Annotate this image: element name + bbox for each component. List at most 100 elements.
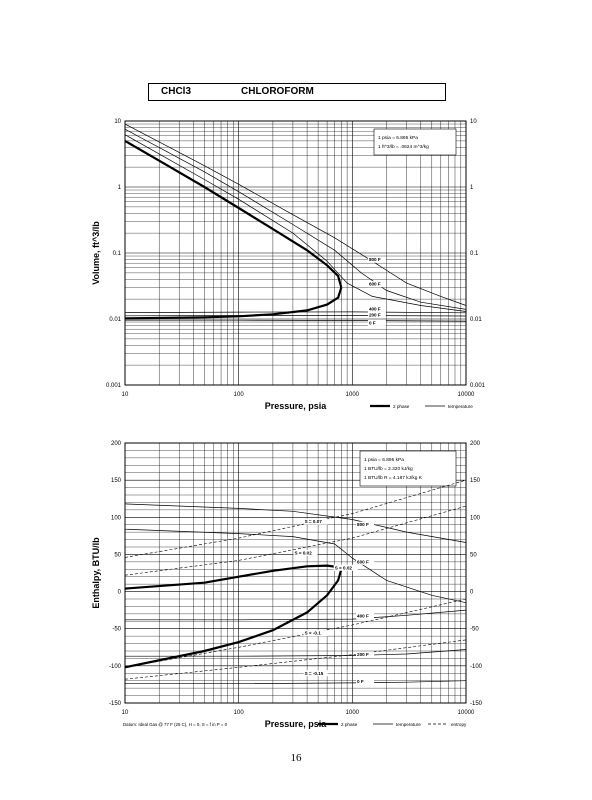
isotherm-line [124,128,467,310]
conversion-note: 1 psia = 6.895 kPa [364,457,404,463]
entropy-label: S = 0.07 [305,519,323,524]
y-axis-label: Volume, ft^3/lb [91,221,101,285]
isotherm-label: 800 F [357,522,369,527]
isotherm-label-bg [367,311,386,318]
isotherm-line [124,503,467,543]
isotherm-label-bg [367,281,386,288]
y-tick-label-right: 200 [470,441,481,447]
isotherm-label-bg [367,305,386,312]
conversion-note-box [373,128,457,156]
isotherm-label: 0 F [369,320,376,325]
isotherm-label: 0 F [357,679,364,684]
isotherm-label: 400 F [357,614,369,619]
x-tick-label: 10 [122,710,129,716]
legend-label: entropy [451,722,467,727]
entropy-label: S = 0.02 [295,550,313,555]
conversion-note: 1 BTU/lb R = 4.187 kJ/kg K [364,475,423,481]
datum-footnote: Datum: Ideal Gas @ 77 F (25 C), H = 0, S… [123,722,228,727]
saturated-vapor-curve [124,139,343,288]
isotherm-label-bg [356,651,375,658]
chart-title-box: CHCl3 CHLOROFORM [148,83,446,101]
isotherm-line [124,123,467,306]
saturated-liquid-curve [124,568,343,669]
entropy-line [124,505,467,576]
isotherm-label-bg [356,678,375,685]
entropy-label-bg [333,564,358,571]
isotherm-label: 600 F [369,282,381,287]
y-tick-label-right: 0.1 [470,251,479,257]
isotherm-label-bg [356,613,375,620]
y-tick-label-right: -150 [470,701,483,707]
y-tick-label-right: 10 [470,119,477,125]
entropy-line [124,479,467,558]
entropy-label-bg [303,670,328,677]
isotherm-label-bg [356,521,375,528]
y-tick-label-right: 0.001 [470,383,486,389]
isotherm-label: 600 F [357,559,369,564]
isotherm-label-bg [356,558,375,565]
y-tick-label-left: 0.01 [109,317,121,323]
entropy-label-bg [303,518,328,525]
y-tick-label-left: -100 [109,664,122,670]
entropy-line [124,598,467,668]
isotherm-label-bg [367,319,386,326]
data-series [124,479,467,685]
isotherm-line [125,649,467,657]
legend-label: 2 phase [341,722,358,727]
y-tick-label-right: -50 [470,627,479,633]
y-tick-label-left: -50 [112,627,121,633]
y-tick-label-left: 150 [111,478,122,484]
saturated-vapor-curve [124,564,342,590]
plot-frame [124,120,467,386]
conversion-note: 1 ft^3/lb = .0624 m^3/kg [378,144,429,150]
y-tick-label-right: 1 [470,185,474,191]
isotherm-line [124,134,467,312]
y-axis-label: Enthalpy, BTU/lb [91,537,101,609]
entropy-line [124,639,467,680]
isotherm-line [125,680,467,685]
y-tick-label-left: 100 [111,515,122,521]
isotherm-line [124,311,467,314]
isotherm-label: 400 F [369,306,381,311]
data-series [124,123,467,322]
x-tick-label: 100 [234,392,245,398]
y-tick-label-left: -150 [109,701,122,707]
isotherm-label: 800 F [369,257,381,262]
isotherm-line [125,319,467,322]
conversion-note: 1 BTU/lb = 2.320 kJ/kg [364,466,413,472]
y-tick-label-left: 0.1 [113,251,122,257]
isotherm-line [124,528,467,604]
isotherm-label-bg [367,256,386,263]
legend-label: temperature [396,722,421,727]
y-tick-label-right: 0 [470,590,474,596]
plot-frame [124,442,467,704]
y-tick-label-right: 50 [470,552,477,558]
isotherm-line [124,315,467,317]
entropy-label-bg [293,549,318,556]
y-tick-label-left: 50 [114,552,121,558]
x-tick-label: 1000 [346,710,360,716]
conversion-note-box [359,450,457,487]
chemical-name: CHLOROFORM [241,86,314,97]
legend-label: temperature [448,404,473,409]
isotherm-label: 200 F [357,652,369,657]
x-tick-label: 10000 [458,710,475,716]
y-tick-label-left: 200 [111,441,122,447]
entropy-label: S = -0.1 [305,631,322,636]
x-tick-label: 100 [234,710,245,716]
y-tick-label-right: 0.01 [470,317,482,323]
isotherm-line [125,609,467,621]
legend-label: 2 phase [393,404,410,409]
y-tick-label-left: 1 [118,185,122,191]
grid [125,121,466,385]
y-tick-label-right: 100 [470,515,481,521]
x-tick-label: 10000 [458,392,475,398]
y-tick-label-right: 150 [470,478,481,484]
x-tick-label: 10 [122,392,129,398]
x-tick-label: 1000 [346,392,360,398]
entropy-label: S = -0.15 [305,671,324,676]
x-axis-label: Pressure, psia [265,719,328,729]
y-tick-label-left: 0 [118,590,122,596]
